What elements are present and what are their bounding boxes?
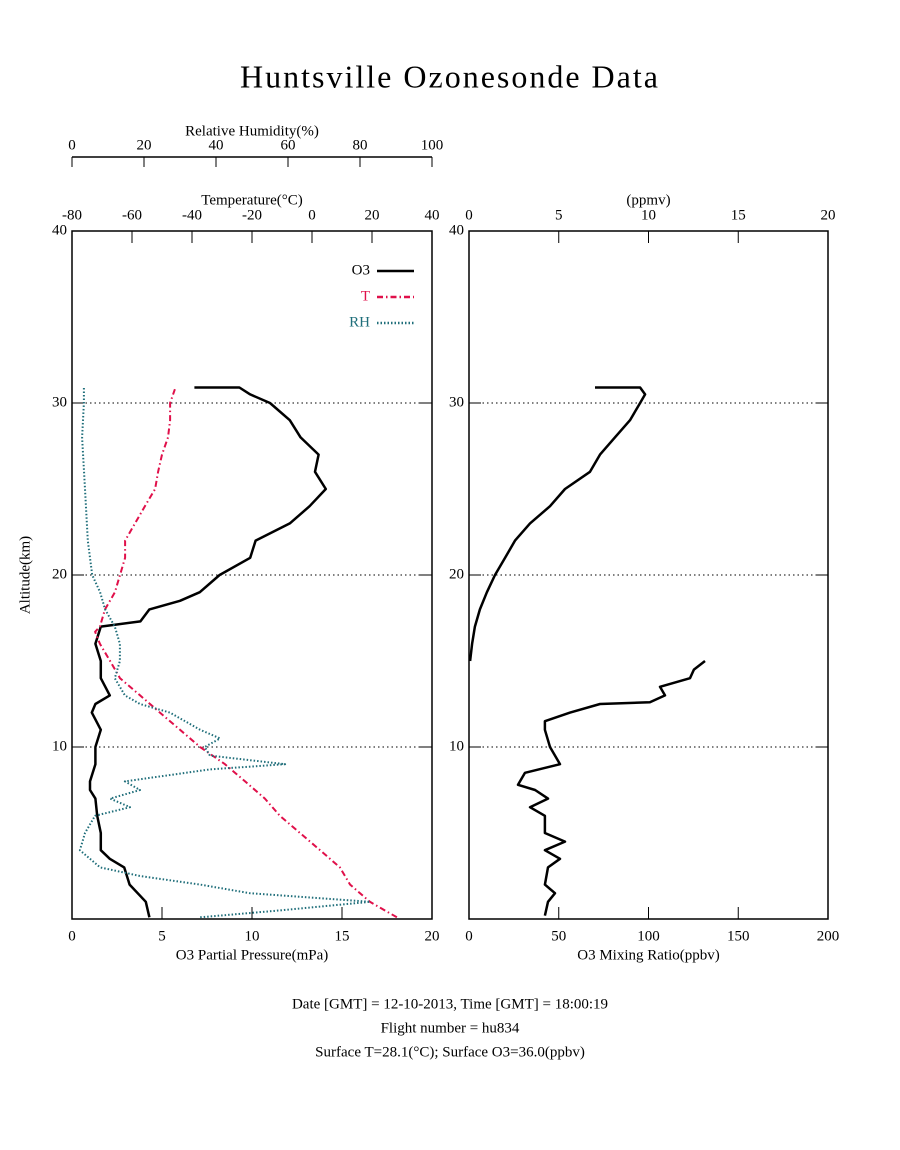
x2-axis-label: Temperature(°C) [201,192,303,208]
y-tick-label: 30 [449,394,464,410]
x2-axis-label: (ppmv) [626,192,670,208]
x-tick-label: 10 [245,928,260,944]
profile-line [94,388,398,919]
x3-tick-label: 80 [353,137,368,153]
x-tick-label: 0 [68,928,76,944]
x3-tick-label: 100 [421,137,444,153]
legend-label: RH [349,314,370,330]
page-title: Huntsville Ozonesonde Data [240,58,660,94]
y-tick-label: 10 [52,738,67,754]
x-axis-label: O3 Mixing Ratio(ppbv) [577,947,720,963]
x-tick-label: 20 [425,928,440,944]
x-tick-label: 50 [551,928,566,944]
x3-tick-label: 0 [68,137,76,153]
x-tick-label: 200 [817,928,840,944]
legend-label: O3 [352,262,370,278]
x2-tick-label: -60 [122,207,142,223]
x2-tick-label: 0 [465,207,473,223]
x3-axis-label: Relative Humidity(%) [185,123,319,139]
footer-line: Date [GMT] = 12-10-2013, Time [GMT] = 18… [292,996,608,1012]
x-tick-label: 0 [465,928,473,944]
profile-line [88,386,328,918]
x2-tick-label: -20 [242,207,262,223]
x3-tick-label: 40 [209,137,224,153]
x2-tick-label: -80 [62,207,82,223]
y-tick-label: 10 [449,738,464,754]
x2-tick-label: 20 [365,207,380,223]
legend-label: T [361,288,370,304]
x2-tick-label: 5 [555,207,563,223]
x-axis-label: O3 Partial Pressure(mPa) [176,947,328,963]
x2-tick-label: 0 [308,207,316,223]
y-tick-label: 40 [449,222,464,238]
profile-line [468,386,706,916]
x2-tick-label: 15 [731,207,746,223]
x2-tick-label: 40 [425,207,440,223]
footer-line: Surface T=28.1(°C); Surface O3=36.0(ppbv… [315,1044,585,1060]
x3-tick-label: 60 [281,137,296,153]
y-tick-label: 40 [52,222,67,238]
x-tick-label: 100 [637,928,660,944]
x-tick-label: 5 [158,928,166,944]
x2-tick-label: 10 [641,207,656,223]
y-axis-label: Altitude(km) [17,536,33,614]
footer-line: Flight number = hu834 [381,1020,520,1036]
x-tick-label: 150 [727,928,750,944]
plot-frame [468,230,829,920]
x2-tick-label: -40 [182,207,202,223]
y-tick-label: 20 [52,566,67,582]
profile-line [78,387,372,919]
y-tick-label: 20 [449,566,464,582]
y-tick-label: 30 [52,394,67,410]
x3-tick-label: 20 [137,137,152,153]
x2-tick-label: 20 [821,207,836,223]
x-tick-label: 15 [335,928,350,944]
